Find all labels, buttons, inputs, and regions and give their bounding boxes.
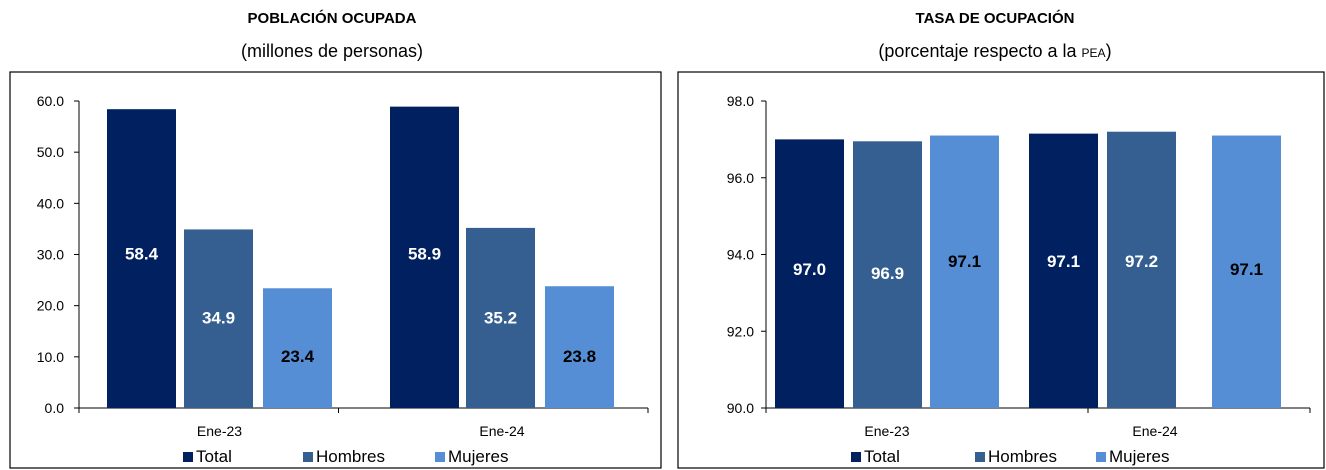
legend-label: Hombres [316, 447, 385, 466]
bar [390, 106, 459, 409]
bar [1029, 133, 1098, 408]
data-label: 97.1 [1230, 260, 1263, 279]
data-label: 58.9 [408, 245, 441, 264]
chart-panel-poblacion: POBLACIÓN OCUPADA (millones de personas)… [9, 10, 662, 469]
bar [930, 135, 999, 408]
x-tick-label: Ene-24 [1132, 423, 1177, 439]
bar [263, 288, 332, 408]
subtitle-text: (porcentaje respecto a la [878, 41, 1082, 61]
bar [107, 109, 176, 408]
y-tick-label: 50.0 [37, 144, 64, 160]
legend-swatch [975, 452, 985, 462]
y-tick-label: 96.0 [727, 170, 754, 186]
bar [1107, 131, 1176, 408]
x-tick-label: Ene-24 [479, 423, 524, 439]
y-tick-label: 30.0 [37, 247, 64, 263]
bar [466, 227, 535, 408]
bar [1212, 135, 1281, 408]
chart-frame [677, 71, 1325, 469]
chart-frame [9, 71, 662, 469]
y-tick-label: 20.0 [37, 298, 64, 314]
bar-chart-poblacion: 0.0 10.0 20.0 30.0 40.0 50.0 60.0 58.4 34.9 23.4 E… [9, 71, 662, 469]
legend-label: Total [864, 447, 900, 466]
legend-swatch [303, 452, 313, 462]
legend-label: Hombres [988, 447, 1057, 466]
chart-subtitle: (porcentaje respecto a la PEA) [664, 41, 1326, 62]
data-label: 97.2 [1125, 252, 1158, 271]
data-label: 97.1 [1047, 252, 1080, 271]
legend-swatch [435, 452, 445, 462]
chart-subtitle: (millones de personas) [240, 41, 424, 61]
y-tick-label: 90.0 [727, 400, 754, 416]
bar [853, 141, 922, 408]
data-label: 34.9 [202, 308, 235, 327]
x-tick-label: Ene-23 [864, 423, 909, 439]
data-label: 35.2 [484, 308, 517, 327]
legend-swatch [851, 452, 861, 462]
y-tick-label: 60.0 [37, 93, 64, 109]
legend-label: Mujeres [448, 447, 508, 466]
data-label: 58.4 [125, 245, 159, 264]
x-tick-label: Ene-23 [197, 423, 242, 439]
data-label: 97.0 [793, 260, 826, 279]
y-tick-label: 10.0 [37, 349, 64, 365]
data-label: 23.4 [281, 347, 315, 366]
legend-label: Mujeres [1109, 447, 1169, 466]
data-label: 96.9 [871, 264, 904, 283]
bar [545, 286, 614, 408]
y-tick-label: 94.0 [727, 247, 754, 263]
bar [184, 229, 253, 408]
chart-panel-tasa: TASA DE OCUPACIÓN (porcentaje respecto a… [664, 0, 1326, 470]
bar [775, 139, 844, 408]
legend-swatch [183, 452, 193, 462]
data-label: 23.8 [563, 347, 596, 366]
bar-chart-tasa: 90.0 92.0 94.0 96.0 98.0 97.0 96.9 97.1 Ene-23 97… [677, 71, 1325, 469]
y-tick-label: 92.0 [727, 323, 754, 339]
legend-label: Total [196, 447, 232, 466]
data-label: 97.1 [948, 252, 981, 271]
y-tick-label: 40.0 [37, 195, 64, 211]
subtitle-pea: PEA [1081, 46, 1106, 60]
y-tick-label: 98.0 [727, 93, 754, 109]
chart-title: POBLACIÓN OCUPADA [247, 10, 417, 27]
subtitle-end: ) [1105, 41, 1112, 61]
y-tick-label: 0.0 [45, 400, 65, 416]
chart-title: TASA DE OCUPACIÓN [915, 10, 1075, 27]
legend-swatch [1096, 452, 1106, 462]
